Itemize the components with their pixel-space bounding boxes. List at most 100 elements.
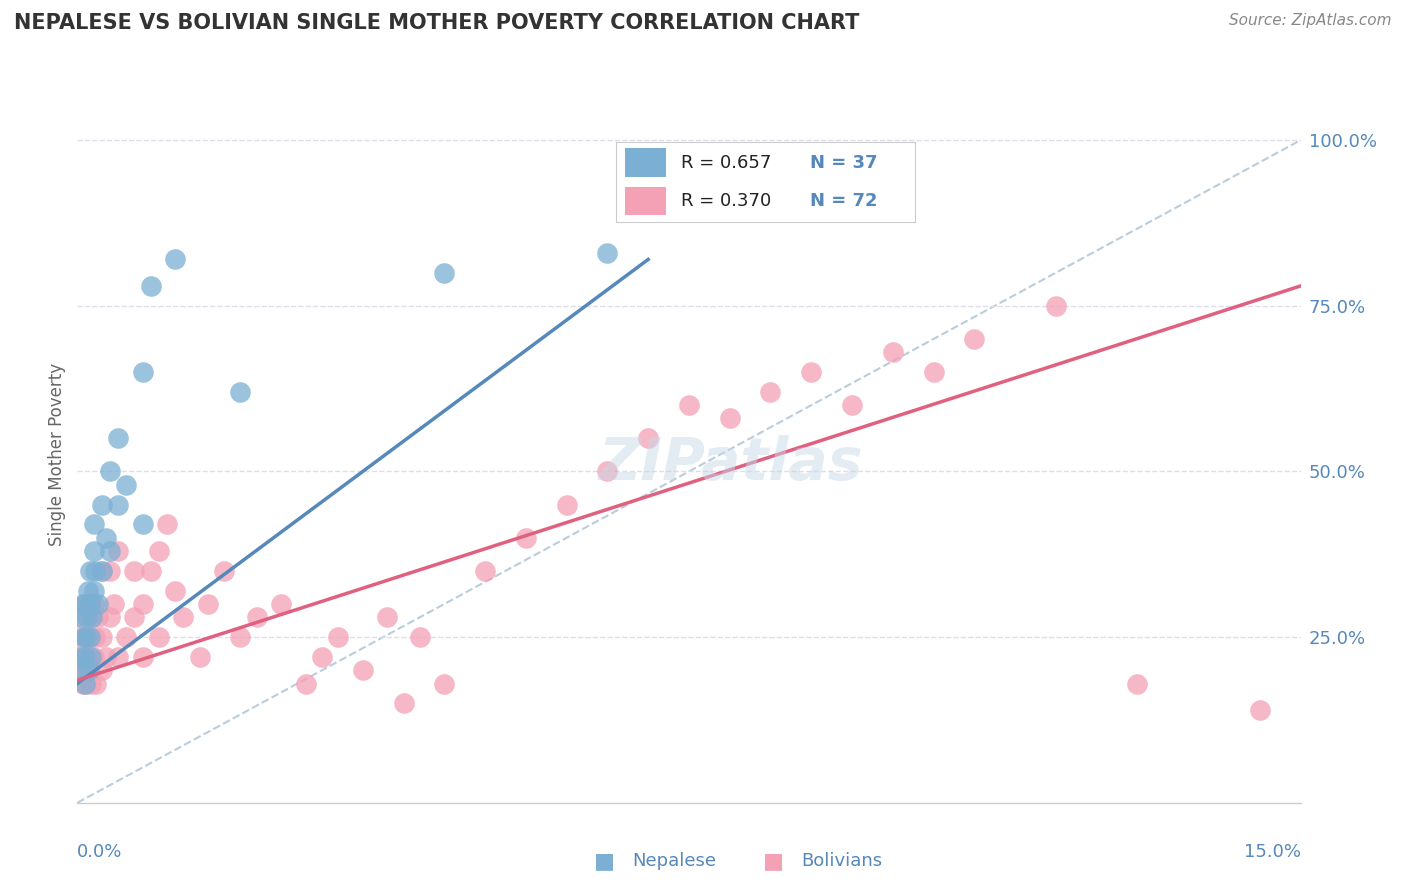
Point xyxy=(79,564,101,578)
Point xyxy=(124,564,146,578)
Text: ■: ■ xyxy=(595,851,614,871)
Point xyxy=(84,676,107,690)
Point xyxy=(73,597,96,611)
Point xyxy=(75,630,97,644)
Point xyxy=(188,650,211,665)
Point xyxy=(98,544,121,558)
Point xyxy=(75,597,97,611)
Point xyxy=(77,663,100,677)
Point xyxy=(433,266,456,280)
Point xyxy=(139,279,162,293)
Point xyxy=(800,365,823,379)
Point xyxy=(70,663,93,677)
Point xyxy=(70,610,93,624)
Point xyxy=(718,411,741,425)
Point xyxy=(83,597,105,611)
Point xyxy=(67,630,90,644)
Point xyxy=(98,465,121,479)
Point xyxy=(131,517,153,532)
Point xyxy=(70,650,93,665)
Point xyxy=(69,650,91,665)
Point xyxy=(882,345,904,359)
Point xyxy=(87,597,110,611)
Point xyxy=(156,517,179,532)
Point xyxy=(75,650,97,665)
Point xyxy=(131,365,153,379)
Point xyxy=(107,498,129,512)
Point xyxy=(270,597,292,611)
Point xyxy=(84,630,107,644)
Point xyxy=(922,365,945,379)
Point xyxy=(103,597,125,611)
Point xyxy=(1045,299,1067,313)
Point xyxy=(1126,676,1149,690)
Point xyxy=(83,583,105,598)
Point xyxy=(80,610,103,624)
Point xyxy=(375,610,398,624)
Point xyxy=(72,676,94,690)
Point xyxy=(77,610,100,624)
Point xyxy=(637,431,659,445)
Point xyxy=(73,630,96,644)
Point xyxy=(94,650,117,665)
Point xyxy=(98,564,121,578)
Point xyxy=(107,431,129,445)
Point xyxy=(80,676,103,690)
Y-axis label: Single Mother Poverty: Single Mother Poverty xyxy=(48,363,66,547)
Point xyxy=(409,630,432,644)
Point xyxy=(79,597,101,611)
Point xyxy=(76,663,98,677)
Point xyxy=(79,597,101,611)
Text: R = 0.657: R = 0.657 xyxy=(682,153,772,171)
Point xyxy=(90,564,112,578)
Point xyxy=(75,650,97,665)
Point xyxy=(90,498,112,512)
Point xyxy=(229,630,252,644)
Point xyxy=(83,650,105,665)
Point xyxy=(84,564,107,578)
Point xyxy=(139,564,162,578)
Point xyxy=(107,650,129,665)
Point xyxy=(212,564,235,578)
Point xyxy=(165,583,187,598)
Point xyxy=(77,583,100,598)
Point xyxy=(311,650,333,665)
Point xyxy=(148,630,170,644)
Text: N = 37: N = 37 xyxy=(810,153,877,171)
Text: ZIPatlas: ZIPatlas xyxy=(599,435,863,492)
Text: Nepalese: Nepalese xyxy=(633,852,717,870)
Point xyxy=(73,630,96,644)
Point xyxy=(94,531,117,545)
Bar xyxy=(624,148,666,177)
Point xyxy=(1249,703,1271,717)
Point xyxy=(963,332,986,346)
Point xyxy=(90,663,112,677)
Point xyxy=(596,465,619,479)
Point xyxy=(841,398,863,412)
Point xyxy=(83,517,105,532)
Point xyxy=(79,630,101,644)
Point xyxy=(75,676,97,690)
Point xyxy=(433,676,456,690)
Text: NEPALESE VS BOLIVIAN SINGLE MOTHER POVERTY CORRELATION CHART: NEPALESE VS BOLIVIAN SINGLE MOTHER POVER… xyxy=(14,13,859,33)
Point xyxy=(80,650,103,665)
Point xyxy=(73,676,96,690)
Text: Source: ZipAtlas.com: Source: ZipAtlas.com xyxy=(1229,13,1392,29)
Text: ■: ■ xyxy=(763,851,783,871)
Point xyxy=(555,498,578,512)
Point xyxy=(131,650,153,665)
Point xyxy=(678,398,700,412)
Point xyxy=(72,597,94,611)
Point xyxy=(80,610,103,624)
Point xyxy=(172,610,194,624)
Point xyxy=(474,564,496,578)
Point xyxy=(115,630,138,644)
Point xyxy=(90,630,112,644)
Point xyxy=(75,630,97,644)
Point xyxy=(515,531,537,545)
Point xyxy=(229,384,252,399)
Point xyxy=(77,650,100,665)
Point xyxy=(596,245,619,260)
Point xyxy=(759,384,782,399)
Point xyxy=(69,663,91,677)
